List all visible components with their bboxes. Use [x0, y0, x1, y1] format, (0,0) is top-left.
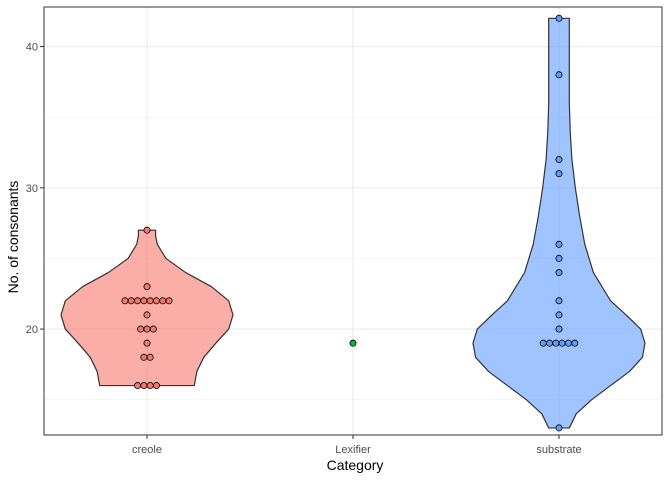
data-point-substrate — [555, 170, 563, 178]
y-tick-label: 20 — [26, 324, 38, 336]
data-point-creole — [143, 311, 151, 319]
data-point-substrate — [555, 325, 563, 333]
data-point-creole — [165, 297, 173, 305]
data-point-substrate — [555, 297, 563, 305]
data-point-Lexifier — [349, 339, 357, 347]
data-point-creole — [152, 297, 160, 305]
data-point-substrate — [555, 269, 563, 277]
data-point-substrate — [546, 339, 554, 347]
violin-creole — [60, 229, 234, 387]
data-point-creole — [140, 382, 148, 390]
y-axis-title: No. of consonants — [5, 181, 21, 294]
data-point-substrate — [539, 339, 547, 347]
data-point-substrate — [564, 339, 572, 347]
data-point-creole — [159, 297, 167, 305]
data-point-creole — [134, 382, 142, 390]
y-tick-label: 40 — [26, 42, 38, 54]
x-tick-label: Lexifier — [335, 444, 371, 456]
data-point-substrate — [552, 339, 560, 347]
data-point-creole — [137, 325, 145, 333]
data-point-substrate — [555, 254, 563, 262]
data-point-creole — [143, 325, 151, 333]
x-axis-title: Category — [327, 457, 384, 473]
violin-substrate — [472, 17, 646, 429]
data-point-substrate — [571, 339, 579, 347]
x-tick-label: creole — [132, 444, 162, 456]
data-point-creole — [149, 325, 157, 333]
data-point-creole — [146, 297, 154, 305]
data-point-creole — [140, 353, 148, 361]
x-tick-label: substrate — [536, 444, 581, 456]
data-point-creole — [140, 297, 148, 305]
data-point-substrate — [558, 339, 566, 347]
violins — [60, 17, 646, 429]
data-point-substrate — [555, 311, 563, 319]
data-point-creole — [146, 353, 154, 361]
data-point-creole — [152, 382, 160, 390]
data-point-creole — [121, 297, 129, 305]
data-point-creole — [143, 226, 151, 234]
data-point-creole — [127, 297, 135, 305]
data-point-substrate — [555, 424, 563, 432]
y-tick-label: 30 — [26, 183, 38, 195]
data-points — [121, 14, 579, 432]
axis-ticks: 20 30 40 creole Lexifier substrate — [26, 42, 582, 456]
data-point-substrate — [555, 14, 563, 22]
data-point-substrate — [555, 156, 563, 164]
data-point-creole — [146, 382, 154, 390]
data-point-substrate — [555, 240, 563, 248]
data-point-creole — [143, 339, 151, 347]
data-point-creole — [134, 297, 142, 305]
data-point-substrate — [555, 71, 563, 79]
data-point-creole — [143, 283, 151, 291]
